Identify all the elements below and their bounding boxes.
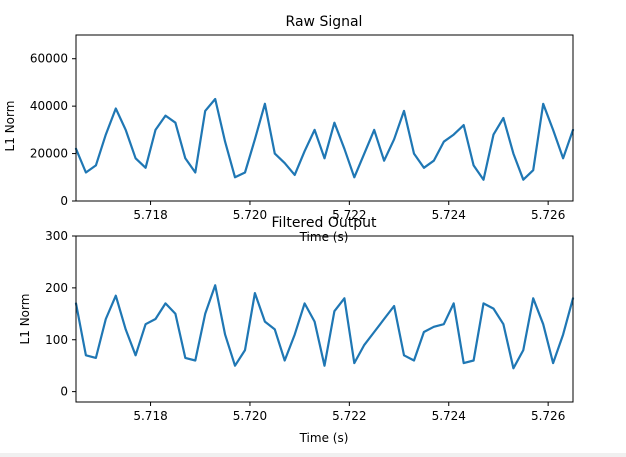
x-tick-label: 5.718 — [133, 208, 167, 222]
raw-signal-title: Raw Signal — [286, 14, 363, 30]
x-tick-label: 5.722 — [332, 409, 366, 423]
filtered-output-ticks: 5.718 5.720 5.722 5.724 5.726 0 100 200 300 — [45, 229, 565, 423]
raw-signal-series-line — [74, 97, 575, 181]
x-tick-label: 5.726 — [531, 208, 565, 222]
x-tick-label: 5.724 — [432, 409, 466, 423]
x-tick-label: 5.724 — [432, 208, 466, 222]
filtered-output-chart: Filtered Output L1 Norm Time (s) 5.718 5.… — [18, 215, 575, 445]
raw-signal-ticks: 5.718 5.720 5.722 5.724 5.726 0 20000 40000 6000… — [30, 52, 566, 222]
raw-signal-chart: Raw Signal L1 Norm Time (s) 5.718 5.720 5.… — [3, 14, 575, 244]
filtered-output-title: Filtered Output — [272, 215, 377, 231]
raw-signal-xlabel: Time (s) — [299, 230, 349, 244]
x-tick-label: 5.726 — [531, 409, 565, 423]
filtered-output-series-line — [74, 284, 575, 370]
x-tick-label: 5.720 — [233, 409, 267, 423]
bottom-strip — [0, 453, 626, 457]
filtered-output-frame — [75, 235, 574, 403]
y-tick-label: 40000 — [30, 99, 68, 113]
filtered-output-xlabel: Time (s) — [299, 431, 349, 445]
y-tick-label: 300 — [45, 229, 68, 243]
x-tick-label: 5.718 — [133, 409, 167, 423]
x-tick-label: 5.722 — [332, 208, 366, 222]
y-tick-label: 20000 — [30, 147, 68, 161]
y-tick-label: 0 — [60, 385, 68, 399]
y-tick-label: 200 — [45, 281, 68, 295]
x-tick-label: 5.720 — [233, 208, 267, 222]
raw-signal-ylabel: L1 Norm — [3, 101, 17, 152]
y-tick-label: 60000 — [30, 52, 68, 66]
y-tick-label: 0 — [60, 194, 68, 208]
filtered-output-ylabel: L1 Norm — [18, 294, 32, 345]
raw-signal-frame — [75, 34, 574, 202]
y-tick-label: 100 — [45, 333, 68, 347]
